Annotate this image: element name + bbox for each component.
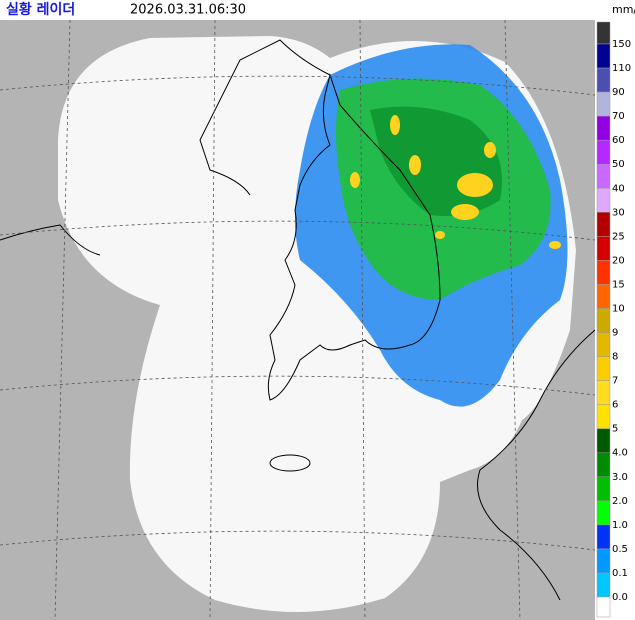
- legend-swatch: [596, 163, 611, 189]
- legend-swatch: [596, 572, 611, 598]
- legend-swatch: [596, 332, 611, 357]
- legend-label: 7: [612, 376, 618, 387]
- legend-label: 70: [612, 111, 625, 122]
- legend-label: 110: [612, 63, 631, 74]
- legend-swatch: [596, 236, 611, 261]
- legend-label: 9: [612, 328, 618, 339]
- legend-swatch: [596, 548, 611, 574]
- grid: [0, 19, 596, 620]
- title: 실황 레이더: [6, 1, 75, 18]
- legend-label: 10: [612, 303, 625, 314]
- legend-label: 15: [612, 279, 625, 290]
- legend-label: 8: [612, 352, 618, 363]
- legend-label: 50: [612, 159, 625, 170]
- legend-swatch: [596, 428, 611, 453]
- legend-label: 25: [612, 231, 625, 242]
- legend-label: 4.0: [612, 448, 628, 459]
- legend-swatch: [596, 452, 611, 478]
- legend-swatch: [596, 188, 611, 213]
- legend-swatch: [596, 21, 611, 45]
- legend-label: 60: [612, 135, 625, 146]
- legend-swatch: [596, 500, 611, 526]
- legend-swatch: [596, 356, 611, 381]
- legend-swatch: [596, 596, 611, 618]
- map: [0, 19, 596, 620]
- legend-label: 5: [612, 424, 618, 435]
- timestamp: 2026.03.31.06:30: [130, 3, 246, 18]
- legend-swatch: [596, 67, 611, 93]
- legend-label: 0.0: [612, 592, 628, 603]
- legend-swatch: [596, 284, 611, 309]
- legend-swatch: [596, 139, 611, 165]
- legend-label: 150: [612, 39, 631, 50]
- legend-unit: mm/h: [612, 3, 635, 16]
- coastline: [0, 39, 596, 601]
- legend-swatch: [596, 91, 611, 117]
- header-bar: [0, 0, 635, 20]
- legend-swatch: [596, 524, 611, 550]
- legend: 150 110 90 70 60 50 40 30 25 20 15 10 9 8 7 6 5 4.0 3.0 2.0…: [596, 21, 631, 618]
- legend-swatch: [596, 380, 611, 405]
- legend-swatch: [596, 476, 611, 502]
- legend-swatch: [596, 43, 611, 69]
- legend-label: 90: [612, 87, 625, 98]
- legend-label: 40: [612, 183, 625, 194]
- legend-label: 2.0: [612, 496, 628, 507]
- legend-swatch: [596, 115, 611, 141]
- legend-label: 30: [612, 207, 625, 218]
- legend-swatch: [596, 260, 611, 285]
- legend-label: 3.0: [612, 472, 628, 483]
- legend-label: 0.5: [612, 544, 628, 555]
- legend-swatch: [596, 212, 611, 237]
- legend-label: 1.0: [612, 520, 628, 531]
- legend-label: 6: [612, 400, 618, 411]
- legend-swatch: [596, 404, 611, 429]
- legend-swatch: [596, 308, 611, 333]
- rain-strong: [350, 115, 561, 249]
- legend-label: 0.1: [612, 568, 628, 579]
- legend-label: 20: [612, 255, 625, 266]
